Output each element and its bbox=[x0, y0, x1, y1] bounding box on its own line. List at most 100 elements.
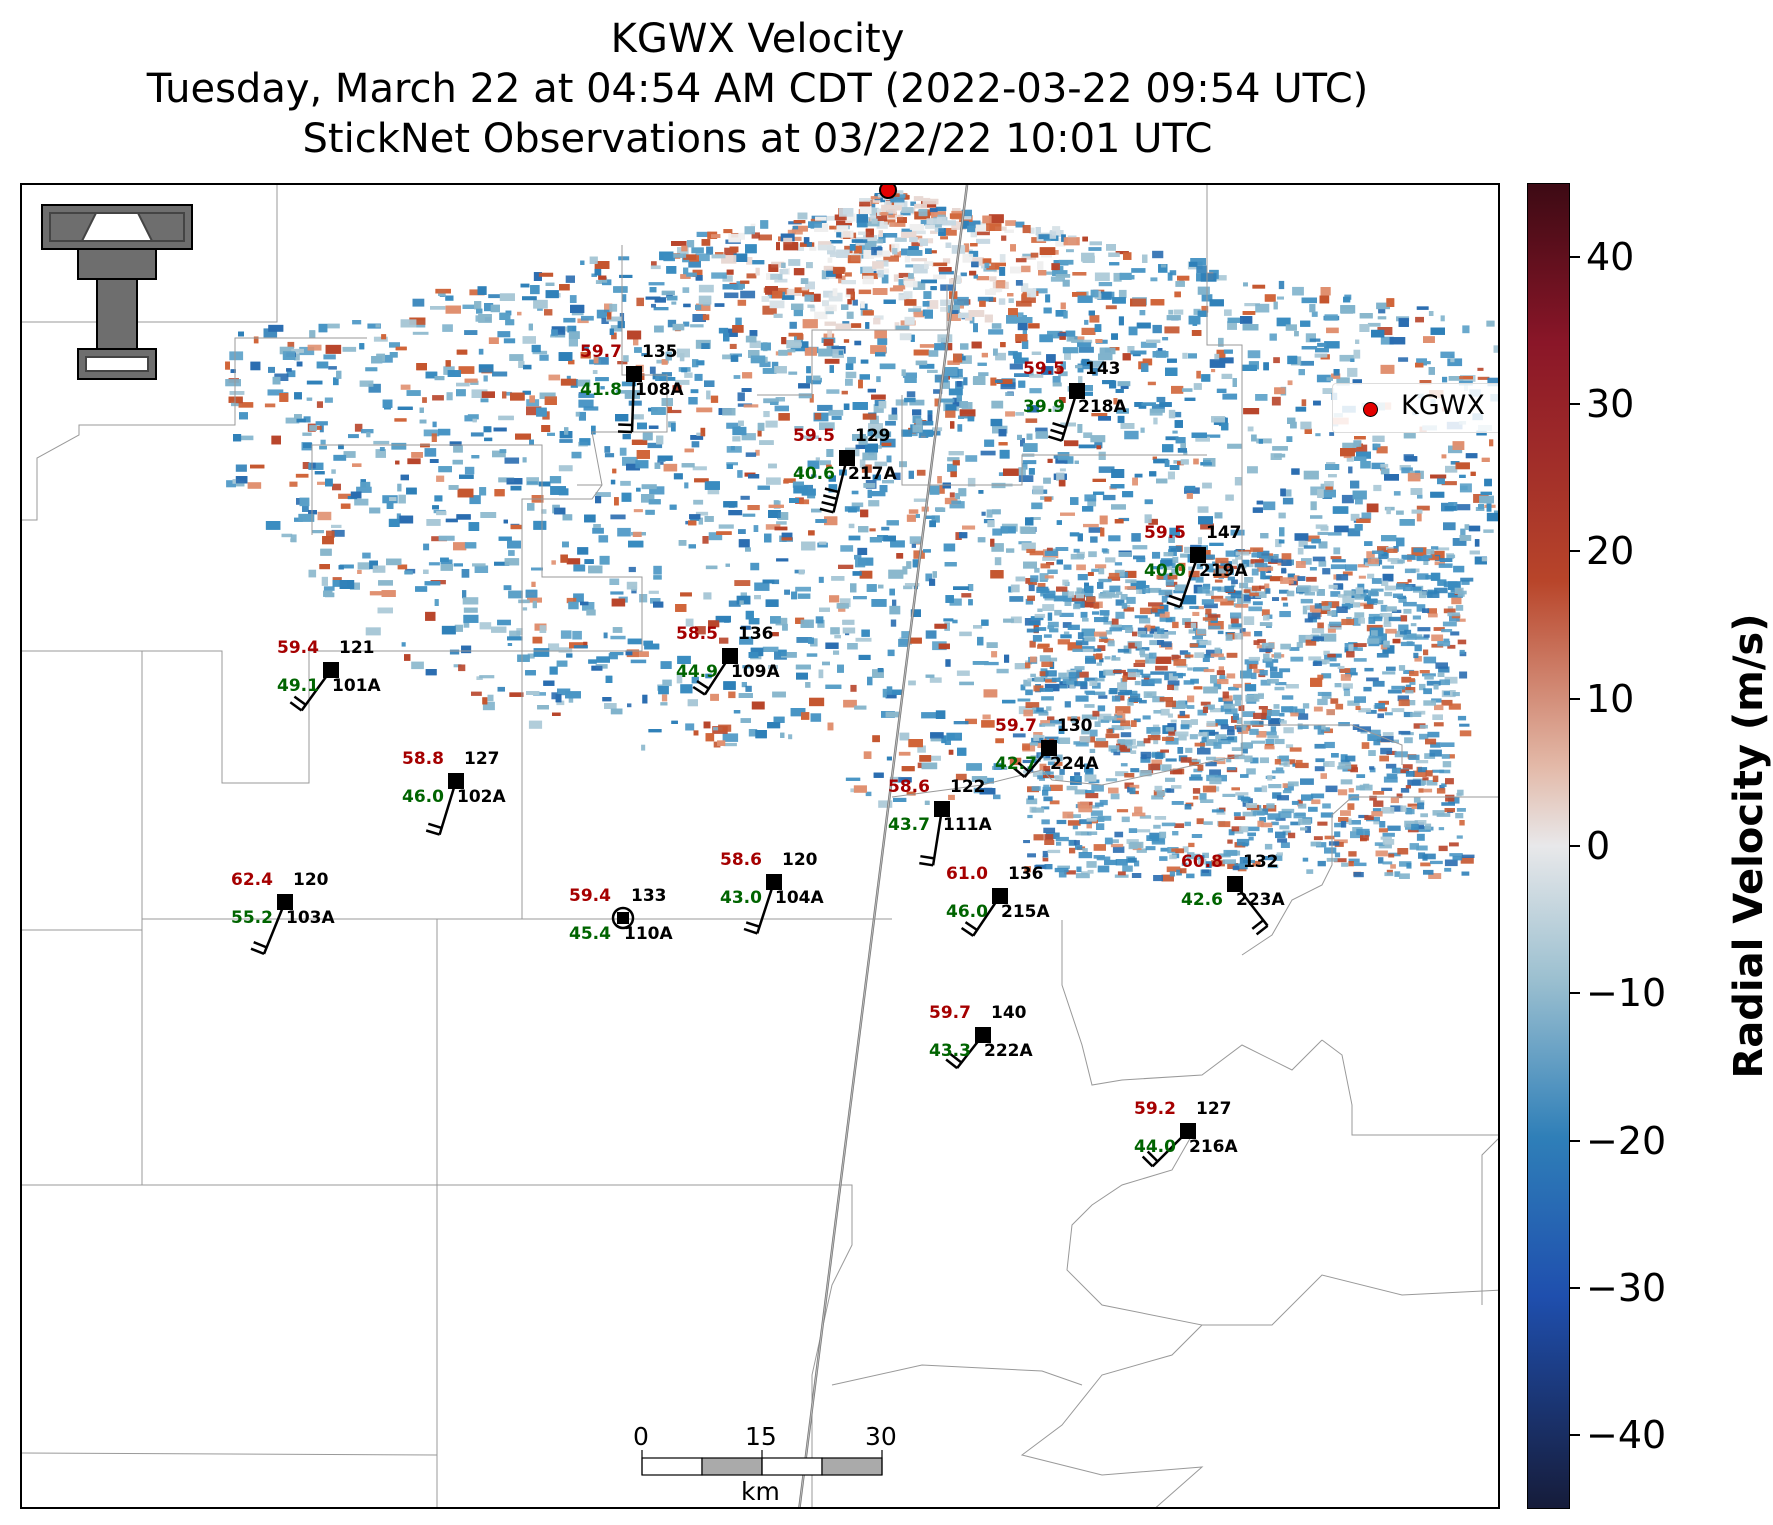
velocity-gate bbox=[1468, 525, 1481, 532]
velocity-gate bbox=[1368, 613, 1383, 619]
velocity-gate bbox=[1243, 408, 1260, 415]
velocity-gate bbox=[713, 741, 721, 748]
velocity-gate bbox=[1130, 580, 1146, 590]
velocity-gate bbox=[889, 588, 895, 596]
velocity-gate bbox=[682, 287, 690, 293]
velocity-gate bbox=[684, 372, 693, 378]
velocity-gate bbox=[925, 224, 935, 229]
velocity-gate bbox=[984, 439, 995, 447]
velocity-gate bbox=[1455, 462, 1470, 470]
velocity-gate bbox=[1005, 220, 1017, 226]
velocity-gate bbox=[578, 399, 594, 408]
velocity-gate bbox=[776, 242, 780, 251]
velocity-gate bbox=[744, 226, 755, 235]
velocity-gate bbox=[956, 368, 963, 377]
velocity-gate bbox=[637, 422, 647, 430]
velocity-gate bbox=[1110, 484, 1125, 489]
velocity-gate bbox=[973, 274, 978, 279]
velocity-gate bbox=[1030, 755, 1041, 762]
velocity-gate bbox=[1015, 258, 1027, 263]
velocity-gate bbox=[1218, 337, 1224, 347]
velocity-gate bbox=[836, 220, 852, 226]
velocity-gate bbox=[445, 295, 454, 301]
velocity-gate bbox=[840, 545, 854, 552]
velocity-gate bbox=[1273, 357, 1280, 364]
velocity-gate bbox=[830, 240, 843, 244]
velocity-gate bbox=[1347, 367, 1358, 377]
velocity-gate bbox=[1120, 385, 1129, 389]
velocity-gate bbox=[647, 442, 663, 449]
velocity-gate bbox=[893, 285, 906, 290]
velocity-gate bbox=[1112, 297, 1126, 304]
velocity-gate bbox=[525, 589, 538, 598]
velocity-gate bbox=[1065, 330, 1076, 337]
velocity-gate bbox=[774, 366, 787, 374]
velocity-gate bbox=[1139, 310, 1146, 316]
velocity-gate bbox=[609, 328, 614, 335]
velocity-gate bbox=[1082, 236, 1088, 242]
velocity-gate bbox=[1000, 382, 1016, 390]
velocity-gate bbox=[904, 375, 917, 383]
velocity-gate bbox=[396, 513, 401, 521]
velocity-gate bbox=[333, 454, 347, 461]
velocity-gate bbox=[1056, 368, 1062, 374]
velocity-gate bbox=[904, 397, 916, 403]
velocity-gate bbox=[1192, 636, 1203, 640]
velocity-gate bbox=[649, 366, 656, 374]
velocity-gate bbox=[938, 267, 952, 272]
velocity-gate bbox=[690, 324, 704, 328]
velocity-gate bbox=[770, 616, 781, 624]
velocity-gate bbox=[1330, 564, 1346, 570]
velocity-gate bbox=[939, 270, 954, 275]
velocity-gate bbox=[902, 566, 908, 575]
velocity-gate bbox=[636, 450, 650, 459]
velocity-gate bbox=[749, 340, 761, 348]
velocity-gate bbox=[745, 335, 757, 343]
velocity-gate bbox=[1021, 542, 1036, 551]
velocity-gate bbox=[423, 569, 429, 574]
velocity-gate bbox=[1165, 367, 1178, 376]
velocity-gate bbox=[1287, 380, 1293, 386]
velocity-gate bbox=[842, 619, 855, 625]
velocity-gate bbox=[925, 515, 935, 519]
velocity-gate bbox=[1021, 294, 1036, 303]
velocity-gate bbox=[1156, 396, 1166, 403]
velocity-gate bbox=[901, 766, 915, 772]
velocity-gate bbox=[1265, 624, 1272, 628]
velocity-gate bbox=[1320, 287, 1331, 296]
velocity-gate bbox=[691, 441, 700, 448]
velocity-gate bbox=[1264, 583, 1270, 593]
velocity-gate bbox=[471, 455, 480, 459]
velocity-gate bbox=[502, 391, 507, 399]
velocity-gate bbox=[1470, 471, 1476, 476]
velocity-gate bbox=[424, 581, 441, 586]
velocity-gate bbox=[367, 323, 381, 329]
velocity-gate bbox=[1350, 480, 1360, 489]
velocity-gate bbox=[1167, 272, 1173, 281]
velocity-gate bbox=[872, 669, 884, 678]
velocity-gate bbox=[510, 392, 525, 401]
velocity-gate bbox=[986, 223, 1002, 231]
velocity-gate bbox=[909, 237, 918, 242]
velocity-gate bbox=[878, 401, 887, 409]
velocity-gate bbox=[728, 510, 743, 516]
velocity-gate bbox=[580, 601, 589, 606]
velocity-gate bbox=[462, 304, 478, 309]
velocity-gate bbox=[1120, 423, 1135, 429]
velocity-gate bbox=[706, 390, 711, 400]
velocity-gate bbox=[461, 645, 472, 654]
velocity-gate bbox=[885, 691, 897, 699]
velocity-gate bbox=[852, 299, 858, 306]
velocity-gate bbox=[904, 316, 915, 325]
velocity-gate bbox=[1209, 359, 1226, 368]
velocity-gate bbox=[818, 576, 824, 583]
velocity-gate bbox=[1451, 597, 1462, 605]
velocity-gate bbox=[1442, 376, 1448, 383]
velocity-gate bbox=[1102, 380, 1115, 385]
velocity-gate bbox=[939, 484, 945, 494]
velocity-gate bbox=[480, 398, 489, 403]
velocity-gate bbox=[929, 677, 942, 683]
velocity-gate bbox=[798, 569, 805, 575]
velocity-gate bbox=[950, 421, 955, 429]
velocity-gate bbox=[412, 331, 429, 335]
